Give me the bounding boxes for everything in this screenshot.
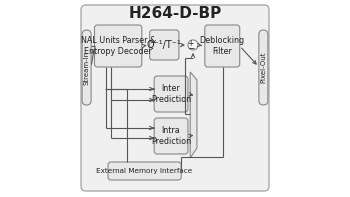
Text: Stream-In: Stream-In	[84, 50, 90, 85]
Text: Pixel-Out: Pixel-Out	[260, 52, 266, 83]
Text: H264-D-BP: H264-D-BP	[128, 7, 222, 21]
Polygon shape	[190, 72, 197, 158]
Text: Deblocking
Filter: Deblocking Filter	[200, 36, 245, 56]
Text: NAL Units Parser &
Entropy Decoder: NAL Units Parser & Entropy Decoder	[80, 36, 156, 56]
FancyBboxPatch shape	[154, 118, 188, 154]
FancyBboxPatch shape	[150, 30, 179, 60]
FancyBboxPatch shape	[259, 30, 268, 105]
FancyBboxPatch shape	[82, 30, 91, 105]
Text: External Memory Interface: External Memory Interface	[97, 168, 193, 174]
Text: +: +	[188, 39, 194, 48]
FancyBboxPatch shape	[154, 76, 188, 112]
Text: −: −	[187, 43, 195, 52]
FancyBboxPatch shape	[205, 25, 240, 67]
FancyBboxPatch shape	[108, 162, 181, 180]
Text: Q⁻¹/T⁻¹: Q⁻¹/T⁻¹	[147, 40, 182, 50]
Text: Intra
Prediction: Intra Prediction	[151, 126, 191, 146]
Circle shape	[188, 40, 198, 50]
Text: Inter
Prediction: Inter Prediction	[151, 84, 191, 104]
FancyBboxPatch shape	[94, 25, 142, 67]
FancyBboxPatch shape	[81, 5, 269, 191]
